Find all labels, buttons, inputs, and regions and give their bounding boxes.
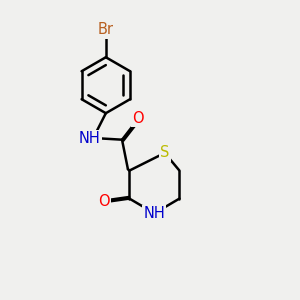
Text: NH: NH xyxy=(143,206,165,221)
Text: S: S xyxy=(160,146,169,160)
Text: O: O xyxy=(98,194,110,209)
Text: O: O xyxy=(132,111,144,126)
Text: NH: NH xyxy=(79,131,100,146)
Text: Br: Br xyxy=(98,22,114,38)
